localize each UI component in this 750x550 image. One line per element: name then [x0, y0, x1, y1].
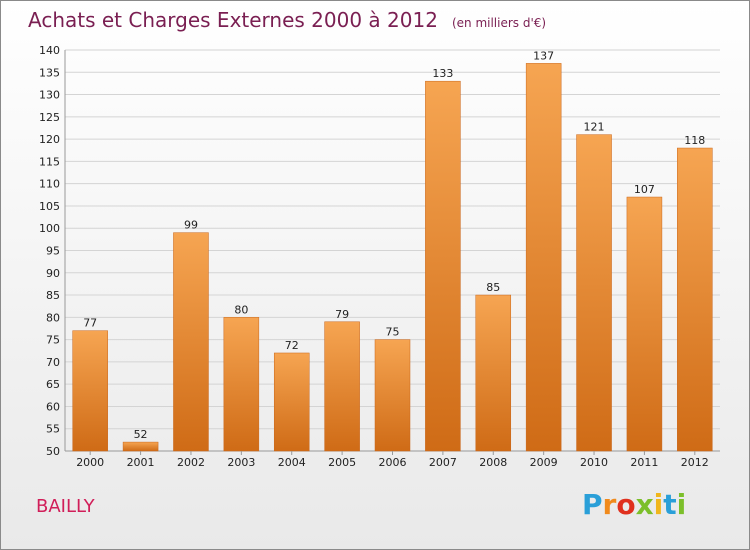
x-tick-label: 2012 — [681, 456, 709, 469]
y-tick-label: 135 — [39, 66, 60, 79]
x-tick-label: 2003 — [227, 456, 255, 469]
bar — [72, 330, 108, 452]
data-label: 121 — [584, 121, 605, 134]
x-tick-label: 2004 — [278, 456, 306, 469]
y-axis: 50 55 60 65 70 75 80 85 90 95 100 105 110 115 120 125 13… — [39, 44, 60, 458]
bar — [525, 63, 562, 452]
y-tick-label: 55 — [46, 423, 60, 436]
bar — [576, 134, 612, 452]
y-tick-label: 100 — [39, 222, 60, 235]
logo-letter: r — [602, 488, 617, 521]
chart-subtitle: (en milliers d'€) — [451, 16, 547, 30]
y-tick-label: 50 — [46, 445, 60, 458]
bar — [122, 441, 159, 452]
logo-letter: x — [635, 488, 654, 521]
bar — [324, 321, 360, 452]
y-tick-label: 140 — [39, 44, 60, 57]
logo-letter: P — [582, 488, 603, 521]
y-tick-label: 65 — [46, 378, 60, 391]
bar — [425, 80, 461, 452]
y-tick-label: 95 — [46, 245, 60, 258]
x-tick-label: 2001 — [127, 456, 155, 469]
y-tick-label: 130 — [39, 89, 60, 102]
y-tick-label: 125 — [39, 111, 60, 124]
x-tick-label: 2011 — [630, 456, 658, 469]
data-label: 79 — [335, 308, 349, 321]
chart-title: Achats et Charges Externes 2000 à 2012 (e… — [28, 8, 546, 32]
data-label: 75 — [386, 326, 400, 339]
y-tick-label: 110 — [39, 178, 60, 191]
data-label: 80 — [234, 303, 248, 316]
data-label: 137 — [533, 49, 554, 62]
y-tick-label: 75 — [46, 334, 60, 347]
x-tick-label: 2010 — [580, 456, 608, 469]
data-label: 107 — [634, 183, 655, 196]
bar — [374, 339, 411, 452]
bar — [626, 196, 663, 452]
data-label: 118 — [684, 134, 705, 147]
x-tick-label: 2007 — [429, 456, 457, 469]
commune-name: BAILLY — [36, 496, 95, 517]
data-labels: 77 52 99 80 72 79 75 133 85 137 121 107 118 — [83, 49, 705, 441]
y-tick-label: 90 — [46, 267, 60, 280]
logo-letter: i — [676, 488, 687, 521]
logo-letter: t — [663, 488, 677, 521]
data-label: 72 — [285, 339, 299, 352]
x-tick-label: 2005 — [328, 456, 356, 469]
data-label: 133 — [432, 67, 453, 80]
y-tick-label: 85 — [46, 289, 60, 302]
y-tick-label: 80 — [46, 311, 60, 324]
bar — [223, 317, 260, 452]
bars — [72, 63, 713, 452]
data-label: 52 — [134, 428, 148, 441]
bar — [273, 352, 310, 452]
x-axis: 2000 2001 2002 2003 2004 2005 2006 2007 2008 2009… — [76, 451, 709, 469]
bar — [475, 294, 512, 452]
logo-letter: i — [653, 488, 664, 521]
x-tick-label: 2006 — [379, 456, 407, 469]
y-tick-label: 115 — [39, 155, 60, 168]
bar — [677, 147, 713, 452]
x-tick-label: 2002 — [177, 456, 205, 469]
y-tick-label: 105 — [39, 200, 60, 213]
data-label: 99 — [184, 219, 198, 232]
bar — [173, 232, 209, 452]
y-tick-label: 60 — [46, 400, 60, 413]
y-tick-label: 70 — [46, 356, 60, 369]
title-text: Achats et Charges Externes 2000 à 2012 — [28, 8, 438, 32]
data-label: 85 — [486, 281, 500, 294]
proxiti-logo: Proxiti — [582, 488, 686, 521]
x-tick-label: 2008 — [479, 456, 507, 469]
data-label: 77 — [83, 317, 97, 330]
logo-letter: o — [616, 488, 636, 521]
x-tick-label: 2000 — [76, 456, 104, 469]
x-tick-label: 2009 — [530, 456, 558, 469]
y-tick-label: 120 — [39, 133, 60, 146]
